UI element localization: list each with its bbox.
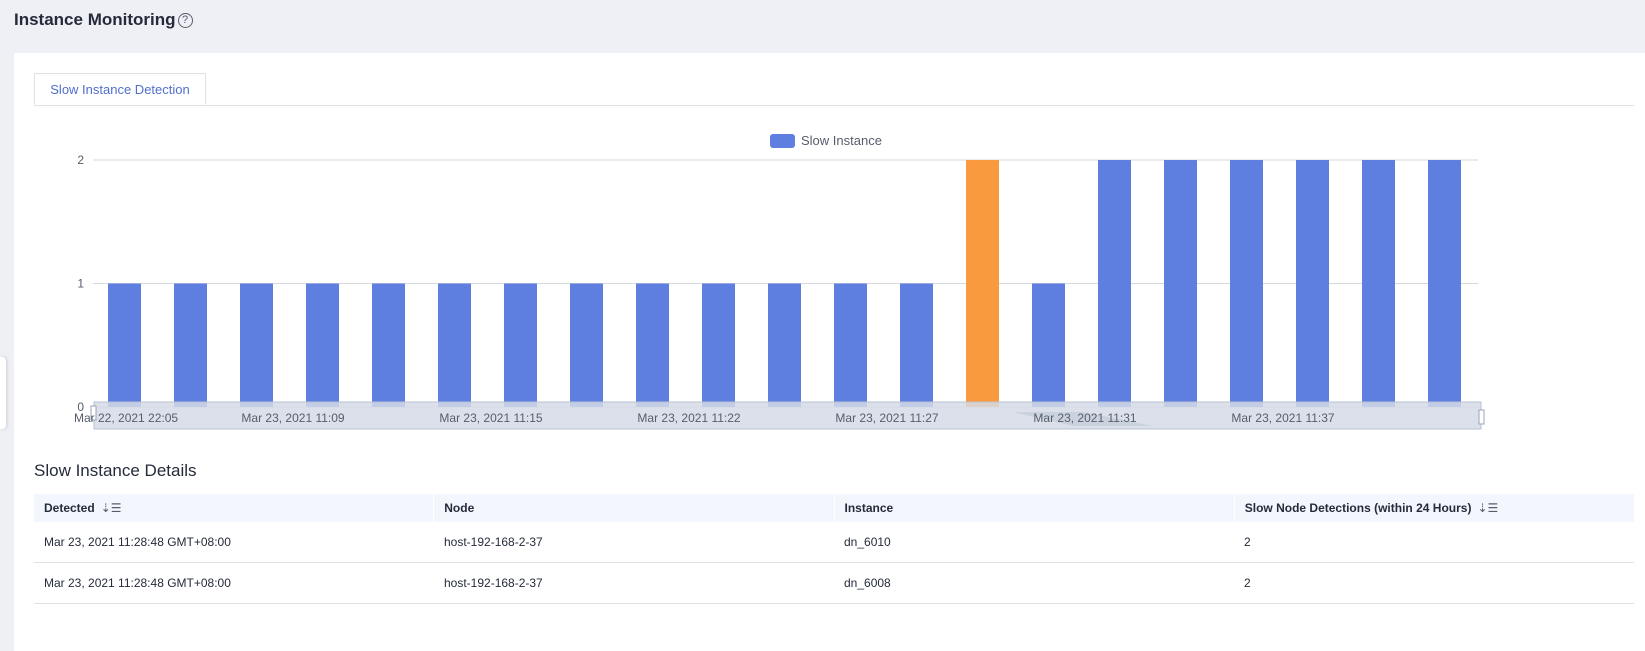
bar[interactable]	[1230, 160, 1263, 407]
legend-label: Slow Instance	[801, 133, 882, 148]
column-instance: Instance	[835, 494, 1235, 522]
bar[interactable]	[1164, 160, 1197, 407]
bar[interactable]	[1362, 160, 1395, 407]
help-icon[interactable]: ?	[177, 12, 193, 28]
bar[interactable]	[1296, 160, 1329, 407]
bar[interactable]	[372, 283, 405, 408]
bar[interactable]	[834, 283, 867, 408]
details-table: Detected ⇣☰ Node Instance Slow Node Dete…	[34, 494, 1634, 604]
column-label: Slow Node Detections (within 24 Hours)	[1244, 501, 1472, 515]
bar[interactable]	[174, 283, 207, 408]
cell-node: host-192-168-2-37	[444, 576, 543, 590]
x-tick-label: Mar 23, 2021 11:37	[1231, 411, 1335, 425]
cell-node: host-192-168-2-37	[444, 535, 543, 549]
legend-swatch	[770, 133, 795, 148]
column-detected[interactable]: Detected ⇣☰	[34, 494, 435, 522]
column-node: Node	[434, 494, 835, 522]
cell-detected: Mar 23, 2021 11:28:48 GMT+08:00	[44, 576, 231, 590]
chart-legend[interactable]: Slow Instance	[770, 133, 882, 148]
bar[interactable]	[768, 283, 801, 408]
page-title-text: Instance Monitoring	[14, 10, 176, 29]
sort-icon[interactable]: ⇣☰	[1477, 501, 1499, 515]
zoom-slider-shadow	[1013, 412, 1153, 426]
tab-slow-instance-detection[interactable]: Slow Instance Detection	[34, 73, 206, 105]
bar[interactable]	[966, 160, 999, 407]
details-title: Slow Instance Details	[34, 461, 197, 480]
bar[interactable]	[1098, 160, 1131, 407]
slow-instance-chart: 0 1 2 Mar 22, 2021 22:05 Mar 23, 2021 11:09 M…	[74, 153, 1485, 430]
main-panel: Slow Instance Detection Slow Instance 0 1…	[14, 53, 1645, 651]
bar[interactable]	[240, 283, 273, 408]
bar[interactable]	[702, 283, 735, 408]
bar[interactable]	[108, 283, 141, 408]
cell-instance: dn_6010	[844, 535, 891, 549]
column-slow-node-detections[interactable]: Slow Node Detections (within 24 Hours) ⇣…	[1235, 494, 1634, 522]
page-title: Instance Monitoring ?	[14, 10, 193, 30]
collapse-handle[interactable]	[0, 357, 6, 429]
tab-bar: Slow Instance Detection	[34, 73, 1634, 106]
bar[interactable]	[438, 283, 471, 408]
table-row: Mar 23, 2021 11:28:48 GMT+08:00 host-192…	[34, 563, 1634, 604]
bar[interactable]	[570, 283, 603, 408]
zoom-handle-left[interactable]	[90, 405, 97, 421]
bar[interactable]	[636, 283, 669, 408]
x-tick-label: Mar 22, 2021 22:05	[74, 411, 178, 425]
bar[interactable]	[1032, 283, 1065, 408]
table-header: Detected ⇣☰ Node Instance Slow Node Dete…	[34, 494, 1634, 522]
x-tick-label: Mar 23, 2021 11:31	[1033, 411, 1137, 425]
bar[interactable]	[504, 283, 537, 408]
cell-detected: Mar 23, 2021 11:28:48 GMT+08:00	[44, 535, 231, 549]
x-tick-label: Mar 23, 2021 11:15	[439, 411, 543, 425]
y-tick-label: 0	[77, 400, 84, 414]
bar[interactable]	[900, 283, 933, 408]
column-label: Instance	[844, 501, 894, 515]
cell-detections: 2	[1244, 576, 1251, 590]
cell-detections: 2	[1244, 535, 1251, 549]
x-tick-label: Mar 23, 2021 11:22	[637, 411, 741, 425]
cell-instance: dn_6008	[844, 576, 891, 590]
zoom-handle-right[interactable]	[1478, 409, 1485, 425]
x-tick-label: Mar 23, 2021 11:09	[241, 411, 345, 425]
y-tick-label: 1	[77, 277, 84, 291]
y-tick-label: 2	[77, 153, 84, 167]
x-tick-label: Mar 23, 2021 11:27	[835, 411, 939, 425]
bar[interactable]	[306, 283, 339, 408]
column-label: Node	[444, 501, 475, 515]
column-label: Detected	[44, 501, 95, 515]
table-row: Mar 23, 2021 11:28:48 GMT+08:00 host-192…	[34, 522, 1634, 563]
bar[interactable]	[1428, 160, 1461, 407]
sort-icon[interactable]: ⇣☰	[100, 501, 122, 515]
